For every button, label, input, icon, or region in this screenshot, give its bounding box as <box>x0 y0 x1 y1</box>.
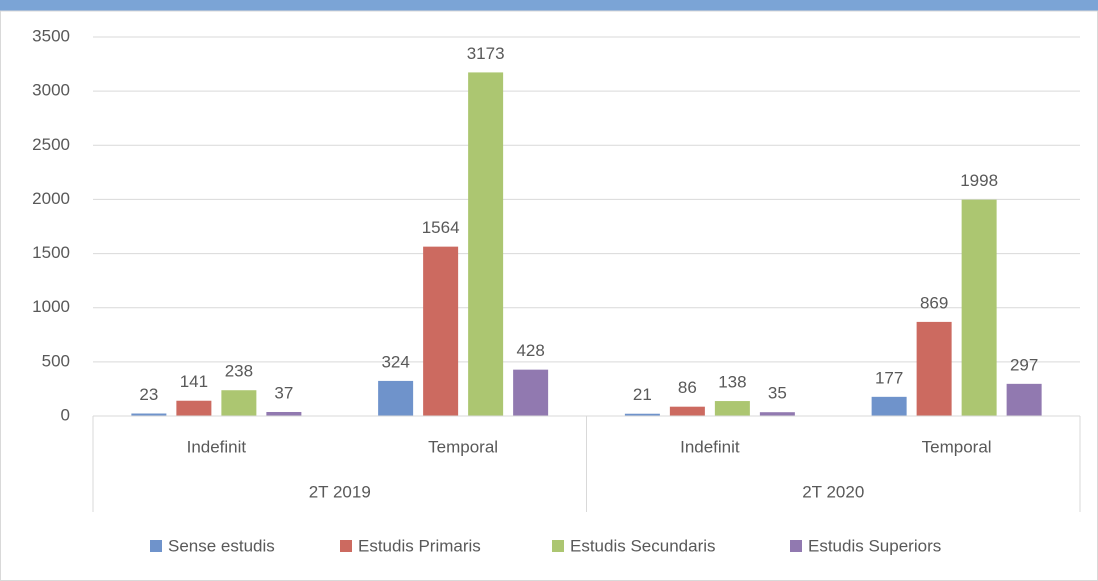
bar <box>714 401 750 416</box>
x-tick-label: Indefinit <box>680 437 740 456</box>
value-label: 1564 <box>422 218 460 237</box>
bar <box>513 369 549 416</box>
bar <box>176 400 212 416</box>
bar <box>961 199 997 416</box>
bar <box>423 246 459 416</box>
y-tick-label: 500 <box>42 351 70 370</box>
legend-label: Estudis Primaris <box>358 536 481 555</box>
top-band <box>0 0 1098 11</box>
legend-label: Estudis Superiors <box>808 536 941 555</box>
legend-swatch <box>552 540 564 552</box>
y-tick-label: 1000 <box>32 297 70 316</box>
legend-label: Estudis Secundaris <box>570 536 716 555</box>
legend-swatch <box>150 540 162 552</box>
bar <box>624 413 660 416</box>
bar <box>266 411 302 416</box>
bar <box>378 380 414 416</box>
group-label: 2T 2020 <box>802 482 864 501</box>
value-label: 177 <box>875 368 903 387</box>
value-label: 3173 <box>467 44 505 63</box>
x-tick-label: Temporal <box>428 437 498 456</box>
y-tick-label: 3500 <box>32 26 70 45</box>
value-label: 297 <box>1010 355 1038 374</box>
value-label: 1998 <box>960 171 998 190</box>
value-label: 324 <box>381 352 409 371</box>
value-label: 141 <box>180 372 208 391</box>
y-tick-label: 1500 <box>32 243 70 262</box>
bar <box>1006 383 1042 416</box>
value-label: 238 <box>225 362 253 381</box>
value-label: 37 <box>274 383 293 402</box>
value-label: 21 <box>633 385 652 404</box>
bar <box>131 413 167 416</box>
value-label: 428 <box>516 341 544 360</box>
x-tick-label: Indefinit <box>187 437 247 456</box>
x-tick-label: Temporal <box>922 437 992 456</box>
value-label: 138 <box>718 373 746 392</box>
y-tick-label: 2500 <box>32 135 70 154</box>
bar <box>468 72 504 417</box>
value-label: 35 <box>768 384 787 403</box>
bar <box>916 321 952 416</box>
legend-swatch <box>790 540 802 552</box>
y-tick-label: 2000 <box>32 189 70 208</box>
bar <box>221 390 257 416</box>
y-tick-label: 0 <box>61 405 70 424</box>
y-tick-label: 3000 <box>32 81 70 100</box>
value-label: 869 <box>920 293 948 312</box>
bar <box>759 412 795 416</box>
bar <box>669 406 705 416</box>
legend-label: Sense estudis <box>168 536 275 555</box>
value-label: 86 <box>678 378 697 397</box>
value-label: 23 <box>139 385 158 404</box>
legend-swatch <box>340 540 352 552</box>
bar <box>871 396 907 416</box>
group-label: 2T 2019 <box>309 482 371 501</box>
